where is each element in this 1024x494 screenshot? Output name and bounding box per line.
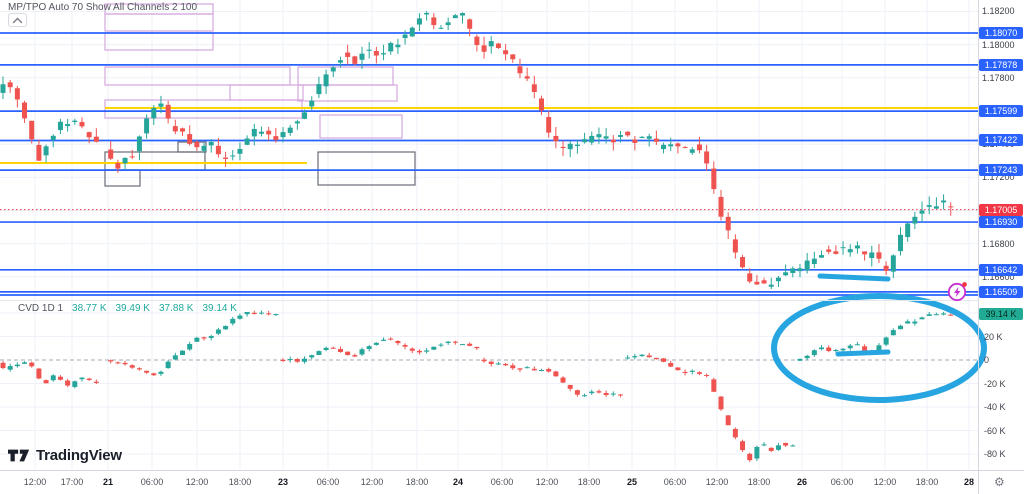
price-axis-tick: 1.17200	[982, 172, 1015, 183]
collapse-pane-button[interactable]	[8, 13, 27, 27]
time-axis-label: 18:00	[405, 477, 429, 487]
price-level-badge: 1.17599	[979, 105, 1023, 118]
indicator-legend-label: MP/TPO Auto 70 Show All Channels 2 100	[8, 2, 197, 13]
time-axis-label: 18:00	[228, 477, 252, 487]
tpo-channel-box	[104, 66, 291, 86]
price-level-badge: 1.17243	[979, 164, 1023, 177]
time-axis-label: 18:00	[915, 477, 939, 487]
tradingview-watermark-text: TradingView	[36, 447, 122, 464]
lightning-bolt-icon	[954, 286, 961, 298]
time-axis-label: 06:00	[490, 477, 514, 487]
tpo-channel-box	[229, 84, 304, 101]
tpo-gray-box	[104, 169, 141, 187]
flash-alert-icon[interactable]	[946, 280, 972, 304]
price-axis-tick: 1.18200	[982, 6, 1015, 17]
drawn-trend-line-price[interactable]	[817, 273, 891, 282]
cvd-high-value: 39.49 K	[115, 303, 150, 314]
time-axis-label: 17:00	[60, 477, 84, 487]
time-axis-label: 12:00	[23, 477, 47, 487]
tpo-channel-box	[297, 84, 398, 102]
cvd-legend-name: CVD 1D 1	[18, 303, 64, 314]
drawn-highlight-ellipse[interactable]	[771, 293, 987, 403]
price-axis-tick: 1.17800	[982, 72, 1015, 83]
cvd-low-value: 37.88 K	[158, 303, 194, 314]
time-axis-label: 06:00	[830, 477, 854, 487]
price-axis-tick: 1.18000	[982, 39, 1015, 50]
cvd-legend[interactable]: CVD 1D 1 38.77 K 39.49 K 37.88 K 39.14 K	[18, 303, 237, 314]
cvd-axis-tick: -40 K	[984, 402, 1006, 412]
time-axis-date-label: 21	[102, 477, 114, 487]
cvd-axis-tick: 0	[984, 355, 990, 365]
time-axis-date-label: 23	[277, 477, 289, 487]
price-level-badge: 1.18070	[979, 27, 1023, 39]
price-level-badge: 1.16642	[979, 263, 1023, 276]
cvd-axis-tick: 20 K	[984, 331, 1003, 342]
time-axis-date-label: 25	[626, 477, 638, 487]
time-axis-settings-gear-icon[interactable]: ⚙	[994, 475, 1005, 489]
drawing-annotations[interactable]	[771, 273, 987, 403]
indicator-legend[interactable]: MP/TPO Auto 70 Show All Channels 2 100	[8, 2, 197, 13]
tpo-gray-box	[317, 151, 416, 186]
time-axis-label: 06:00	[663, 477, 687, 487]
chevron-up-icon	[12, 17, 23, 23]
current-price-badge: 1.17005	[979, 203, 1023, 216]
price-level-badge: 1.17878	[979, 58, 1023, 71]
time-axis-label: 12:00	[535, 477, 559, 487]
time-axis-date-label: 26	[796, 477, 808, 487]
tpo-channel-box	[104, 13, 214, 32]
grid-lines	[0, 0, 978, 470]
time-axis-label: 12:00	[360, 477, 384, 487]
time-axis-label: 06:00	[140, 477, 164, 487]
price-level-badge: 1.16509	[979, 285, 1023, 298]
price-axis-tick: 1.16600	[982, 271, 1015, 282]
cvd-close-value: 39.14 K	[202, 303, 237, 314]
time-axis-label: 18:00	[577, 477, 601, 487]
price-level-badge: 1.17422	[979, 134, 1023, 147]
cvd-value-badge: 39.14 K	[979, 308, 1023, 320]
mp-tpo-channel-boxes	[0, 3, 978, 187]
time-axis-label: 12:00	[705, 477, 729, 487]
price-candles	[0, 11, 954, 290]
time-axis-date-label: 24	[452, 477, 464, 487]
time-axis-label: 18:00	[747, 477, 771, 487]
tradingview-watermark[interactable]: TradingView	[8, 447, 122, 464]
cvd-axis-tick: -80 K	[984, 449, 1006, 459]
notification-dot	[962, 282, 967, 287]
time-axis-label: 06:00	[316, 477, 340, 487]
drawn-trend-line-cvd[interactable]	[835, 349, 891, 357]
cvd-axis-tick: -20 K	[984, 378, 1006, 389]
time-axis-label: 12:00	[873, 477, 897, 487]
tpo-channel-box	[319, 114, 403, 139]
tpo-channel-box	[297, 66, 394, 86]
support-resistance-lines[interactable]	[0, 32, 978, 296]
price-level-badge: 1.16930	[979, 216, 1023, 229]
price-axis-tick: 1.16800	[982, 238, 1015, 249]
time-axis-date-label: 28	[963, 477, 975, 487]
cvd-axis-tick: -60 K	[984, 425, 1006, 436]
cvd-open-value: 38.77 K	[72, 303, 107, 314]
time-axis-label: 12:00	[185, 477, 209, 487]
tradingview-logo-icon	[8, 449, 30, 462]
